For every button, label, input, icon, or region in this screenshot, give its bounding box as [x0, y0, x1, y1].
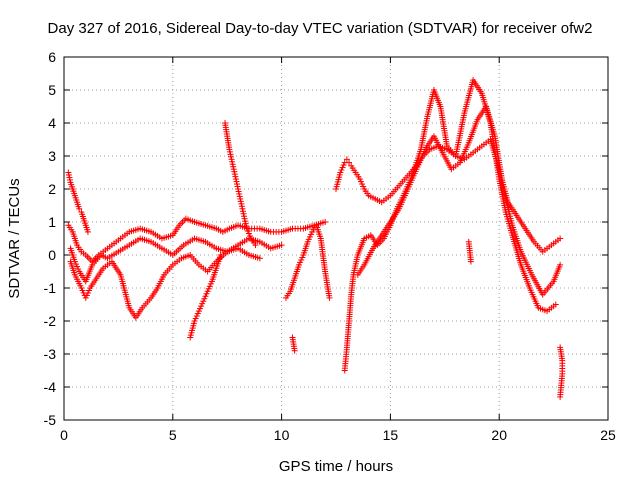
- chart-title: Day 327 of 2016, Sidereal Day-to-day VTE…: [48, 20, 593, 37]
- x-tick-label: 10: [274, 427, 290, 443]
- y-tick-label: 0: [48, 247, 56, 263]
- data-point: [343, 156, 350, 163]
- plot-frame: [63, 56, 609, 421]
- y-tick-label: 5: [48, 82, 56, 98]
- y-tick-label: 3: [48, 148, 56, 164]
- ticks-layer: 0 5 10 15 20 25 -5 -4 -3 -2 -1 0 1 2 3 4 5 6: [44, 49, 616, 443]
- data-point: [217, 252, 224, 258]
- y-tick-label: -4: [44, 379, 57, 395]
- grid-layer: [64, 57, 608, 420]
- data-point: [76, 205, 83, 212]
- data-point: [552, 301, 559, 308]
- y-tick-label: 6: [48, 49, 56, 65]
- x-tick-label: 25: [600, 427, 616, 443]
- data-point: [467, 258, 474, 265]
- data-point: [326, 294, 333, 301]
- y-tick-label: -2: [44, 313, 57, 329]
- data-point: [557, 261, 564, 268]
- y-tick-label: 2: [48, 181, 56, 197]
- y-tick-label: -1: [44, 280, 57, 296]
- points-layer: [65, 77, 566, 400]
- x-tick-label: 0: [60, 427, 68, 443]
- data-point: [84, 228, 91, 235]
- y-tick-label: -5: [44, 412, 57, 428]
- data-point: [291, 347, 298, 354]
- x-tick-label: 5: [169, 427, 177, 443]
- y-tick-label: 1: [48, 214, 56, 230]
- x-tick-label: 15: [383, 427, 399, 443]
- data-point: [256, 255, 263, 262]
- y-tick-label: -3: [44, 346, 57, 362]
- data-point: [322, 219, 329, 225]
- y-tick-label: 4: [48, 115, 56, 131]
- data-point: [557, 235, 564, 242]
- data-point: [278, 242, 285, 249]
- y-axis-title: SDTVAR / TECUs: [6, 178, 23, 298]
- x-tick-label: 20: [491, 427, 507, 443]
- x-axis-title: GPS time / hours: [279, 458, 393, 475]
- data-point: [252, 242, 259, 249]
- data-point: [557, 393, 564, 400]
- data-point: [346, 159, 353, 166]
